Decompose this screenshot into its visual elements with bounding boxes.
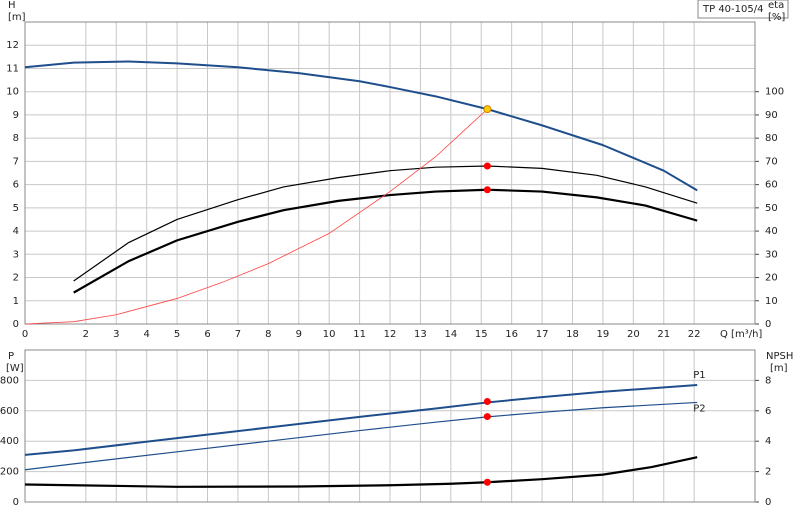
y2-tick-label: 0 <box>765 319 771 330</box>
x-tick-label: 15 <box>475 329 488 340</box>
y2-tick-label: 4 <box>765 436 771 447</box>
y2-tick-label: 70 <box>765 156 778 167</box>
x-tick-label: 20 <box>627 329 640 340</box>
y-label: H <box>8 0 16 11</box>
operating-point <box>483 105 492 114</box>
x-tick-label: 9 <box>296 329 302 340</box>
x-tick-label: 8 <box>265 329 271 340</box>
x-label: Q [m³/h] <box>720 329 762 340</box>
y2-label: eta <box>768 0 784 11</box>
curve <box>24 108 488 325</box>
y-tick-label: 6 <box>13 180 19 191</box>
x-tick-label: 7 <box>235 329 241 340</box>
x-tick-label: 2 <box>83 329 89 340</box>
y-tick-label: 5 <box>13 203 19 214</box>
plot-frame <box>24 349 756 503</box>
x-tick-label: 10 <box>323 329 336 340</box>
y2-tick-label: 20 <box>765 273 778 284</box>
y-tick-label: 600 <box>0 406 19 417</box>
y-tick-label: 2 <box>13 273 19 284</box>
y2-tick-label: 6 <box>765 406 771 417</box>
y2-tick-label: 40 <box>765 226 778 237</box>
x-tick-label: 3 <box>113 329 119 340</box>
badge-box <box>697 0 789 19</box>
x-tick-label: 14 <box>444 329 457 340</box>
series-label: P1 <box>693 370 705 381</box>
y2-tick-label: 50 <box>765 203 778 214</box>
y2-tick-label: 100 <box>765 87 784 98</box>
x-tick-label: 21 <box>657 329 670 340</box>
y-tick-label: 12 <box>6 40 19 51</box>
plot-frame <box>24 21 756 325</box>
x-tick-label: 6 <box>204 329 210 340</box>
y2-tick-label: 80 <box>765 133 778 144</box>
x-tick-label: 17 <box>536 329 549 340</box>
curve <box>73 165 698 282</box>
y2-tick-label: 8 <box>765 375 771 386</box>
y-tick-label: 3 <box>13 249 19 260</box>
y2-tick-label: 0 <box>765 497 771 508</box>
y2-tick-label: 90 <box>765 110 778 121</box>
y-tick-label: 10 <box>6 87 19 98</box>
y-tick-label: 400 <box>0 436 19 447</box>
x-tick-label: 22 <box>688 329 701 340</box>
curve <box>73 188 698 294</box>
curve <box>24 383 698 456</box>
y-tick-label: 0 <box>13 319 19 330</box>
operating-point <box>483 398 491 406</box>
y-unit: [m] <box>8 12 26 23</box>
y-tick-label: 1 <box>13 296 19 307</box>
y2-tick-label: 2 <box>765 467 771 478</box>
y-tick-label: 800 <box>0 375 19 386</box>
y-tick-label: 9 <box>13 110 19 121</box>
x-tick-label: 13 <box>414 329 427 340</box>
series-label: P2 <box>693 403 705 414</box>
x-tick-label: 18 <box>566 329 579 340</box>
operating-point <box>483 186 491 194</box>
y2-unit: [%] <box>768 12 785 23</box>
x-tick-label: 19 <box>597 329 610 340</box>
x-tick-label: 12 <box>384 329 397 340</box>
badge: TP 40-105/4 <box>702 4 763 15</box>
x-tick-label: 0 <box>22 329 28 340</box>
curve <box>24 456 698 488</box>
operating-point <box>483 478 491 486</box>
y2-tick-label: 30 <box>765 249 778 260</box>
y-tick-label: 7 <box>13 156 19 167</box>
x-tick-label: 11 <box>353 329 366 340</box>
y-tick-label: 0 <box>13 497 19 508</box>
y-tick-label: 200 <box>0 467 19 478</box>
y2-label: NPSH <box>766 351 793 362</box>
y-label: P <box>8 351 14 362</box>
x-tick-label: 16 <box>505 329 518 340</box>
y2-unit: [m] <box>770 363 788 374</box>
x-tick-label: 4 <box>143 329 149 340</box>
operating-point <box>483 162 491 170</box>
y-tick-label: 11 <box>6 63 19 74</box>
y2-tick-label: 10 <box>765 296 778 307</box>
y2-tick-label: 60 <box>765 180 778 191</box>
y-tick-label: 8 <box>13 133 19 144</box>
y-tick-label: 4 <box>13 226 19 237</box>
curve <box>24 401 698 471</box>
curve <box>24 60 698 192</box>
operating-point <box>483 413 491 421</box>
x-tick-label: 5 <box>174 329 180 340</box>
y-unit: [W] <box>6 363 24 374</box>
